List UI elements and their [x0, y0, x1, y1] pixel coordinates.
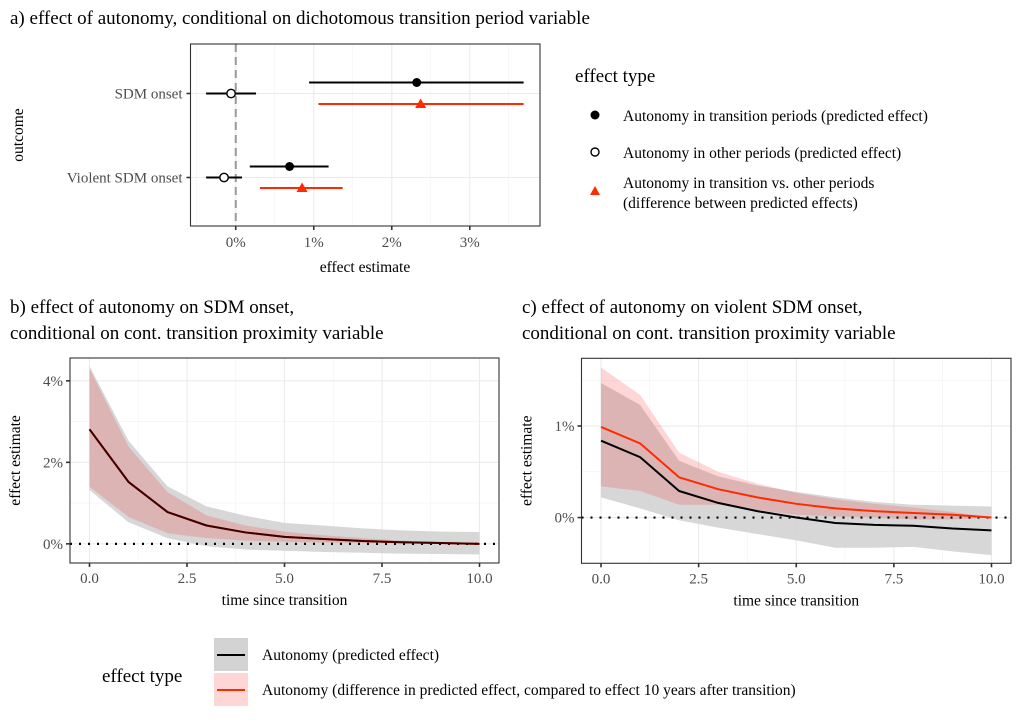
ribbon-predicted-effect — [89, 366, 480, 555]
x-tick-label: 2.5 — [689, 571, 708, 587]
panel-a-title: a) effect of autonomy, conditional on di… — [10, 8, 590, 29]
x-tick-label: 5.0 — [275, 571, 294, 587]
bottom-legend: effect type Autonomy (predicted effect) A… — [102, 638, 796, 706]
x-tick-label: 3% — [460, 235, 480, 251]
x-tick-label: 7.5 — [884, 571, 903, 587]
legend-label: Autonomy in other periods (predicted eff… — [623, 145, 901, 162]
x-tick-label: 2% — [382, 235, 402, 251]
legend-label: Autonomy in transition periods (predicte… — [623, 108, 928, 125]
ribbon-difference — [601, 367, 992, 520]
x-tick-label: 0.0 — [80, 571, 99, 587]
y-tick-label: 4% — [43, 374, 63, 390]
bottom-legend-title: effect type — [102, 666, 182, 687]
x-tick-label: 10.0 — [466, 571, 492, 587]
legend-label: Autonomy in transition vs. other periods — [623, 175, 874, 192]
line-predicted-effect — [600, 439, 992, 532]
panel-a-ylabel: outcome — [10, 108, 27, 161]
line-difference — [600, 426, 992, 519]
panel-b: b) effect of autonomy on SDM onset, cond… — [7, 297, 500, 609]
y-tick-label: 1% — [555, 419, 575, 435]
x-tick-label: 7.5 — [373, 571, 392, 587]
point-filled-circle — [412, 78, 422, 87]
y-tick-label: Violent SDM onset — [67, 171, 184, 187]
x-axis-title: time since transition — [733, 592, 859, 609]
line-predicted-effect — [88, 428, 480, 545]
point-triangle — [296, 182, 308, 192]
y-tick-label: 0% — [43, 537, 63, 553]
point-triangle — [415, 98, 427, 108]
x-tick-label: 0% — [226, 235, 246, 251]
x-tick-label: 1% — [304, 235, 324, 251]
panel-b-title-line1: b) effect of autonomy on SDM onset, — [10, 297, 294, 318]
panel-a-legend-title: effect type — [575, 66, 655, 87]
panel-b-title-line2: conditional on cont. transition proximit… — [10, 323, 384, 344]
panel-c: c) effect of autonomy on violent SDM ons… — [519, 297, 1012, 609]
panel-a-gridlines — [190, 44, 540, 226]
y-axis-title: effect estimate — [7, 415, 24, 506]
legend-key-filled-circle — [590, 110, 600, 120]
legend-key-open-circle — [590, 147, 600, 157]
y-tick-label: 0% — [555, 511, 575, 527]
panel-c-title-line2: conditional on cont. transition proximit… — [522, 323, 896, 344]
x-axis-title: time since transition — [222, 592, 348, 609]
panel-a: a) effect of autonomy, conditional on di… — [10, 8, 928, 276]
y-tick-label: 2% — [43, 455, 63, 471]
panel-a-marks — [206, 78, 524, 192]
point-open-circle — [219, 172, 229, 183]
legend-label: (difference between predicted effects) — [623, 195, 858, 212]
legend-label: Autonomy (predicted effect) — [262, 647, 439, 664]
y-axis-title: effect estimate — [519, 415, 536, 506]
y-tick-label: SDM onset — [115, 87, 184, 103]
panel-a-axes: 0% 1% 2% 3% SDM onset Violent SDM onset — [67, 87, 480, 252]
x-tick-label: 0.0 — [592, 571, 611, 587]
panel-a-frame — [189, 43, 541, 227]
x-tick-label: 5.0 — [787, 571, 806, 587]
panel-a-xlabel: effect estimate — [320, 259, 411, 276]
x-tick-label: 10.0 — [978, 571, 1004, 587]
point-filled-circle — [285, 162, 295, 171]
legend-key-triangle — [590, 186, 600, 195]
legend-label: Autonomy (difference in predicted effect… — [262, 682, 796, 699]
panel-a-legend: effect type Autonomy in transition perio… — [575, 66, 928, 212]
panel-c-title-line1: c) effect of autonomy on violent SDM ons… — [522, 297, 863, 318]
point-open-circle — [226, 88, 236, 99]
x-tick-label: 2.5 — [178, 571, 197, 587]
